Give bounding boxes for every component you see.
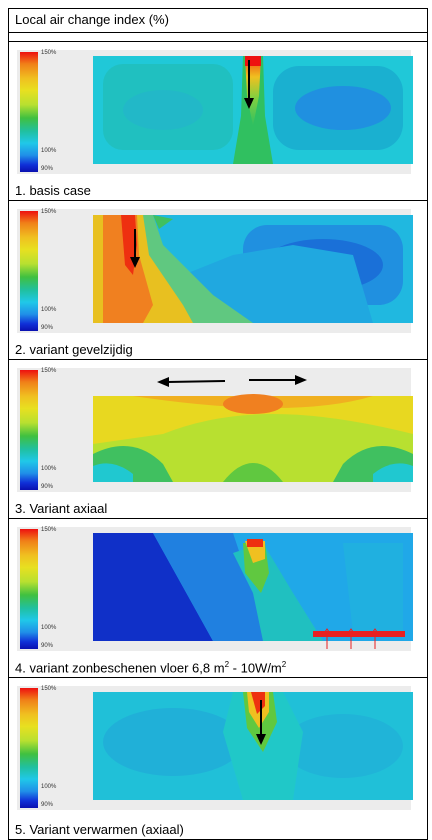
legend-label-mid: 100% xyxy=(41,148,57,154)
legend-label-bottom: 90% xyxy=(41,325,54,331)
legend-label-bottom: 90% xyxy=(41,484,54,490)
cfd-panel: 150% 100% 90% xyxy=(17,527,413,651)
caption-sup-1: 2 xyxy=(224,659,230,669)
color-legend: 150% 100% 90% xyxy=(17,686,56,810)
case-row: 150% 100% 90% xyxy=(9,519,427,678)
legend-label-mid: 100% xyxy=(41,784,57,790)
caption-sup-2: 2 xyxy=(281,659,287,669)
contour-field xyxy=(93,692,413,800)
legend-label-top: 150% xyxy=(41,527,57,533)
legend-label-bottom: 90% xyxy=(41,643,54,649)
legend-label-mid: 100% xyxy=(41,466,57,472)
case-caption: 4. variant zonbeschenen vloer 6,8 m2 - 1… xyxy=(15,660,286,675)
case-row: 150% 100% 90% 2. variant gevelzijdig xyxy=(9,201,427,360)
heat-arrows xyxy=(321,628,381,649)
contour-field xyxy=(93,215,413,323)
header-spacer xyxy=(9,33,427,42)
case-caption: 1. basis case xyxy=(15,183,91,198)
case-caption: 3. Variant axiaal xyxy=(15,501,108,516)
color-legend: 150% 100% 90% xyxy=(17,368,56,492)
color-legend: 150% 100% 90% xyxy=(17,50,56,174)
cfd-panel: 150% 100% 90% xyxy=(17,368,413,492)
case-row: 150% 100% 90% xyxy=(9,360,427,519)
legend-label-mid: 100% xyxy=(41,625,57,631)
legend-label-top: 150% xyxy=(41,368,57,374)
flow-arrow-down xyxy=(130,229,140,268)
legend-colorbar xyxy=(20,370,38,490)
caption-main: 4. variant zonbeschenen vloer 6,8 m xyxy=(15,660,225,675)
case-caption: 5. Variant verwarmen (axiaal) xyxy=(15,822,184,837)
legend-label-top: 150% xyxy=(41,686,57,692)
flow-arrow-down xyxy=(244,60,254,109)
legend-label-top: 150% xyxy=(41,209,57,215)
contour-field xyxy=(93,394,413,482)
legend-colorbar xyxy=(20,529,38,649)
cfd-panel: 150% 100% 90% xyxy=(17,209,413,333)
contour-field xyxy=(93,56,413,164)
legend-label-bottom: 90% xyxy=(41,802,54,808)
table-header: Local air change index (%) xyxy=(9,9,427,33)
legend-colorbar xyxy=(20,211,38,331)
case-row: 150% 100% 90% 5. Variant verwarmen (axia… xyxy=(9,678,427,839)
legend-label-top: 150% xyxy=(41,50,57,56)
case-row: 150% 100% 90% xyxy=(9,42,427,201)
flow-arrow-right xyxy=(249,375,307,385)
legend-label-mid: 100% xyxy=(41,307,57,313)
flow-arrow-down xyxy=(256,700,266,745)
contour-field xyxy=(93,533,413,641)
caption-mid: - 10W/m xyxy=(229,660,282,675)
legend-colorbar xyxy=(20,688,38,808)
color-legend: 150% 100% 90% xyxy=(17,527,56,651)
results-table: Local air change index (%) 150% 100% 90% xyxy=(8,8,428,840)
cfd-panel: 150% 100% 90% xyxy=(17,50,413,174)
color-legend: 150% 100% 90% xyxy=(17,209,56,333)
flow-arrow-left xyxy=(157,377,226,387)
legend-colorbar xyxy=(20,52,38,172)
legend-label-bottom: 90% xyxy=(41,166,54,172)
cfd-panel: 150% 100% 90% xyxy=(17,686,413,810)
case-caption: 2. variant gevelzijdig xyxy=(15,342,133,357)
